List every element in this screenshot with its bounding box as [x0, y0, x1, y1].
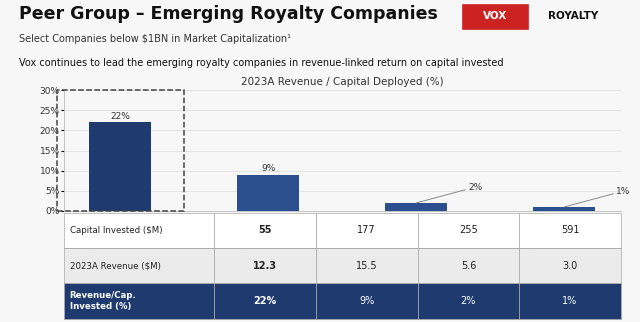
Text: 1%: 1% — [563, 296, 578, 306]
Text: 15.5: 15.5 — [356, 260, 378, 271]
Text: 1%: 1% — [564, 187, 630, 207]
Text: Vox continues to lead the emerging royalty companies in revenue-linked return on: Vox continues to lead the emerging royal… — [19, 58, 504, 68]
Bar — [533, 207, 595, 211]
Text: 3.0: 3.0 — [563, 260, 578, 271]
Text: 177: 177 — [358, 225, 376, 235]
Text: Revenue/Cap.
Invested (%): Revenue/Cap. Invested (%) — [70, 291, 136, 311]
Bar — [64, 248, 621, 283]
Text: 22%: 22% — [253, 296, 276, 306]
Text: Capital Invested ($M): Capital Invested ($M) — [70, 226, 162, 235]
Text: 9%: 9% — [261, 164, 276, 173]
Bar — [385, 203, 447, 211]
Text: 591: 591 — [561, 225, 579, 235]
Bar — [57, 90, 184, 211]
Bar — [64, 213, 621, 248]
Text: 5.6: 5.6 — [461, 260, 476, 271]
Text: 2023A Revenue ($M): 2023A Revenue ($M) — [70, 261, 161, 270]
Text: VOX: VOX — [483, 11, 508, 21]
Text: 2%: 2% — [417, 183, 483, 203]
Text: ROYALTY: ROYALTY — [548, 11, 598, 21]
Title: 2023A Revenue / Capital Deployed (%): 2023A Revenue / Capital Deployed (%) — [241, 77, 444, 87]
Text: 255: 255 — [459, 225, 477, 235]
Text: 2%: 2% — [461, 296, 476, 306]
Bar — [237, 175, 300, 211]
Text: Peer Group – Emerging Royalty Companies: Peer Group – Emerging Royalty Companies — [19, 5, 438, 23]
Text: 55: 55 — [259, 225, 272, 235]
Text: 9%: 9% — [359, 296, 374, 306]
Text: 22%: 22% — [111, 112, 131, 121]
Text: 12.3: 12.3 — [253, 260, 277, 271]
Text: Select Companies below $1BN in Market Capitalization¹: Select Companies below $1BN in Market Ca… — [19, 34, 291, 44]
Bar — [64, 283, 621, 319]
Bar — [90, 122, 152, 211]
FancyBboxPatch shape — [463, 5, 528, 29]
